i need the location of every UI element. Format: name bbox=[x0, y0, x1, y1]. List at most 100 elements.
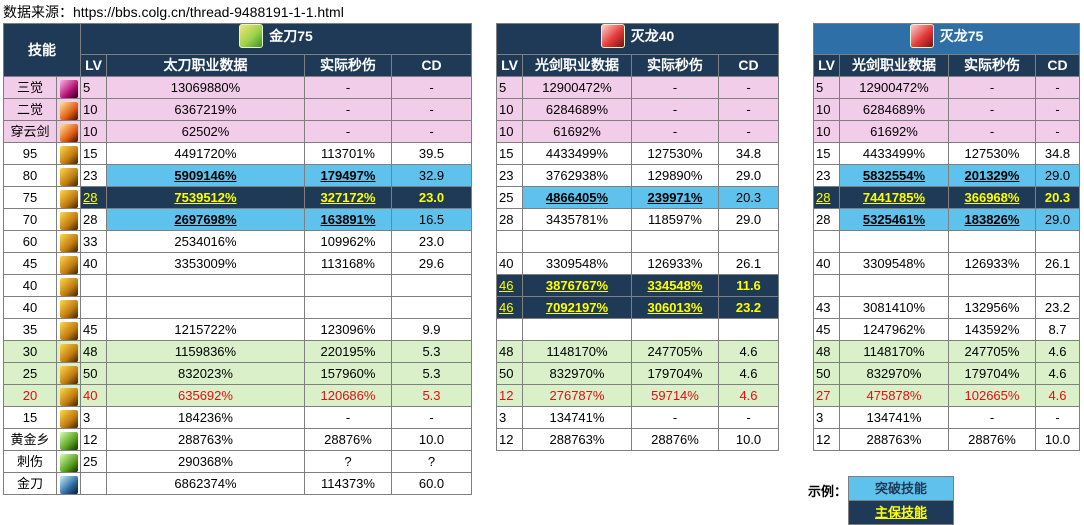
table-row: 46 3876767% 334548% 11.6 bbox=[496, 274, 779, 297]
dps-value: 247705% bbox=[948, 340, 1036, 363]
skill-icon bbox=[59, 255, 78, 274]
dps-value: - bbox=[948, 76, 1036, 99]
col-lv: LV bbox=[496, 54, 523, 77]
skill-name: 黄金乡 bbox=[3, 428, 57, 451]
cd-value: - bbox=[1035, 406, 1080, 429]
cd-value: 34.8 bbox=[718, 142, 779, 165]
dps-value: 118597% bbox=[631, 208, 719, 231]
dps-value: 327172% bbox=[304, 186, 392, 209]
class-data-value: 288763% bbox=[522, 428, 632, 451]
skill-level: 28 bbox=[813, 186, 840, 209]
table-row: 三觉 5 13069880% - - bbox=[3, 76, 472, 99]
class-data-value: 7539512% bbox=[106, 186, 305, 209]
cd-value: 20.3 bbox=[1035, 186, 1080, 209]
cd-value: 32.9 bbox=[391, 164, 472, 187]
class-data-value: 1159836% bbox=[106, 340, 305, 363]
skill-icon bbox=[59, 123, 78, 142]
class-data-value: 5832554% bbox=[839, 164, 949, 187]
class-data-value: 3762938% bbox=[522, 164, 632, 187]
table-row bbox=[496, 230, 779, 253]
cd-value: ? bbox=[391, 450, 472, 473]
table-row: 10 61692% - - bbox=[496, 120, 779, 143]
class-data-value: 4491720% bbox=[106, 142, 305, 165]
cd-value: 20.3 bbox=[718, 186, 779, 209]
cd-value bbox=[1035, 274, 1080, 297]
cd-value: 26.1 bbox=[718, 252, 779, 275]
skill-icon bbox=[59, 321, 78, 340]
table-row: 40 3309548% 126933% 26.1 bbox=[496, 252, 779, 275]
skill-name: 35 bbox=[3, 318, 57, 341]
skill-level: 28 bbox=[80, 208, 107, 231]
class-data-value: 4433499% bbox=[839, 142, 949, 165]
table-row: 3 134741% - - bbox=[496, 406, 779, 429]
dps-value: - bbox=[304, 120, 392, 143]
class-data-value: 4866405% bbox=[522, 186, 632, 209]
table-row: 刺伤 25 290368%?? bbox=[3, 450, 472, 473]
dps-value: 127530% bbox=[631, 142, 719, 165]
skill-name: 穿云剑 bbox=[3, 120, 57, 143]
dps-value: - bbox=[304, 98, 392, 121]
col-class-data: 太刀职业数据 bbox=[106, 54, 305, 77]
legend: 突破技能 主保技能 bbox=[848, 476, 954, 525]
cd-value: - bbox=[391, 76, 472, 99]
skill-icon bbox=[59, 101, 78, 120]
skill-icon bbox=[59, 211, 78, 230]
skill-icon bbox=[56, 164, 81, 187]
dps-value: 113168% bbox=[304, 252, 392, 275]
skill-level: 48 bbox=[80, 340, 107, 363]
cd-value: - bbox=[1035, 76, 1080, 99]
skill-name: 40 bbox=[3, 274, 57, 297]
cd-value: 4.6 bbox=[1035, 340, 1080, 363]
dps-value: 123096% bbox=[304, 318, 392, 341]
cd-value: 8.7 bbox=[1035, 318, 1080, 341]
dps-value bbox=[304, 296, 392, 319]
skill-level: 43 bbox=[813, 296, 840, 319]
mielong-icon bbox=[909, 24, 934, 48]
skill-name: 60 bbox=[3, 230, 57, 253]
skill-icon bbox=[56, 406, 81, 429]
table-row: 46 7092197% 306013% 23.2 bbox=[496, 296, 779, 319]
skill-level bbox=[496, 230, 523, 253]
skill-icon bbox=[56, 340, 81, 363]
skill-level: 28 bbox=[80, 186, 107, 209]
skill-icon bbox=[59, 299, 78, 318]
cd-value: 10.0 bbox=[391, 428, 472, 451]
table-row: 28 7441785% 366968% 20.3 bbox=[813, 186, 1080, 209]
class-data-value bbox=[106, 296, 305, 319]
cd-value: 4.6 bbox=[718, 340, 779, 363]
dps-value: 109962% bbox=[304, 230, 392, 253]
skill-name: 三觉 bbox=[3, 76, 57, 99]
cd-value: 29.0 bbox=[718, 164, 779, 187]
class-data-value: 184236% bbox=[106, 406, 305, 429]
cd-value: - bbox=[391, 406, 472, 429]
cd-value: 4.6 bbox=[718, 384, 779, 407]
class-data-value: 6284689% bbox=[839, 98, 949, 121]
mielong-icon bbox=[600, 24, 625, 48]
cd-value: 10.0 bbox=[1035, 428, 1080, 451]
cd-value: 23.0 bbox=[391, 186, 472, 209]
class-data-value: 5909146% bbox=[106, 164, 305, 187]
skill-icon bbox=[59, 365, 78, 384]
cd-value: 23.0 bbox=[391, 230, 472, 253]
skill-header: 技能 bbox=[3, 23, 81, 77]
dps-value: 239971% bbox=[631, 186, 719, 209]
class-data-value: 6284689% bbox=[522, 98, 632, 121]
skill-name: 刺伤 bbox=[3, 450, 57, 473]
table-row: 5 12900472% - - bbox=[813, 76, 1080, 99]
skill-icon bbox=[59, 453, 78, 472]
cd-value bbox=[391, 274, 472, 297]
skill-level: 46 bbox=[496, 274, 523, 297]
cd-value: 29.6 bbox=[391, 252, 472, 275]
class-data-value: 832970% bbox=[522, 362, 632, 385]
table-mielong75: 灭龙75 LV 光剑职业数据 实际秒伤 CD 5 12900472% - -10 628… bbox=[813, 23, 1080, 451]
skill-level: 5 bbox=[813, 76, 840, 99]
table-row: 28 5325461% 183826% 29.0 bbox=[813, 208, 1080, 231]
skill-level: 15 bbox=[80, 142, 107, 165]
class-data-value bbox=[106, 274, 305, 297]
data-source-text: 数据来源：https://bbs.colg.cn/thread-9488191-… bbox=[3, 4, 344, 20]
col-cd: CD bbox=[718, 54, 779, 77]
skill-icon bbox=[59, 145, 78, 164]
table-row: 25 4866405% 239971% 20.3 bbox=[496, 186, 779, 209]
class-data-value: 13069880% bbox=[106, 76, 305, 99]
title-text: 金刀75 bbox=[269, 27, 313, 44]
